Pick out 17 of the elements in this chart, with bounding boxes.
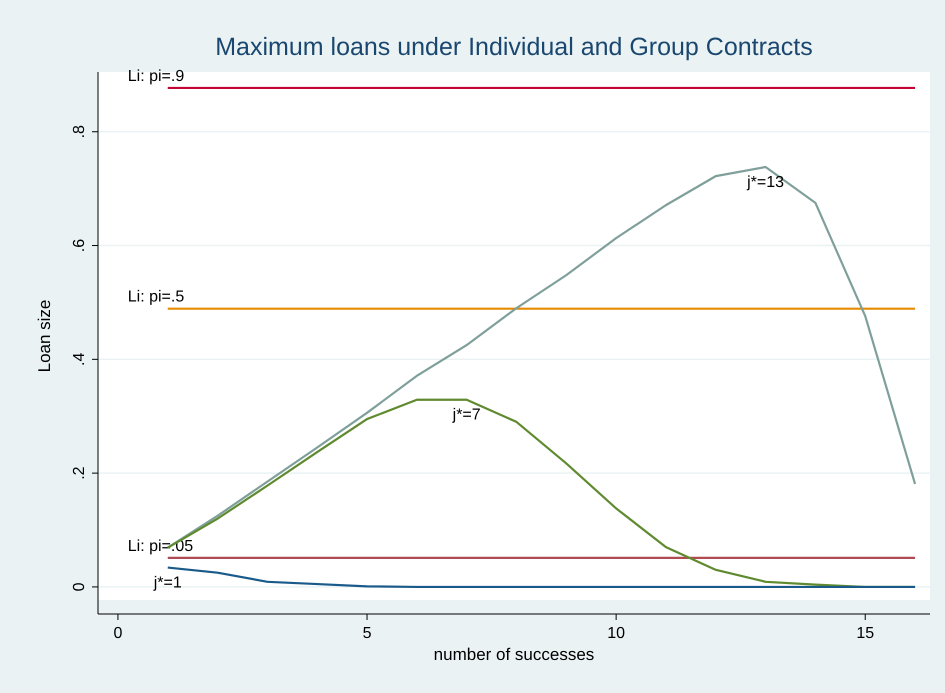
y-axis-title: Loan size (35, 300, 54, 372)
y-tick-label: .8 (71, 124, 88, 138)
annotation: j*=13 (746, 174, 784, 192)
x-tick-label: 5 (362, 625, 372, 642)
x-tick-label: 0 (113, 625, 122, 642)
x-axis-title: number of successes (434, 645, 594, 664)
series-label: Li: pi=.5 (128, 288, 184, 306)
annotation: j*=1 (152, 574, 182, 592)
x-tick-label: 15 (856, 625, 874, 642)
x-tick-label: 10 (607, 625, 626, 642)
y-tick-label: .6 (71, 238, 88, 252)
y-tick-label: .4 (71, 352, 88, 366)
y-tick-label: .2 (71, 466, 88, 480)
annotation: j*=7 (452, 406, 481, 424)
y-tick-label: 0 (71, 582, 88, 592)
series-label: Li: pi=.9 (128, 68, 184, 85)
chart-title: Maximum loans under Individual and Group Contracts (215, 33, 813, 61)
